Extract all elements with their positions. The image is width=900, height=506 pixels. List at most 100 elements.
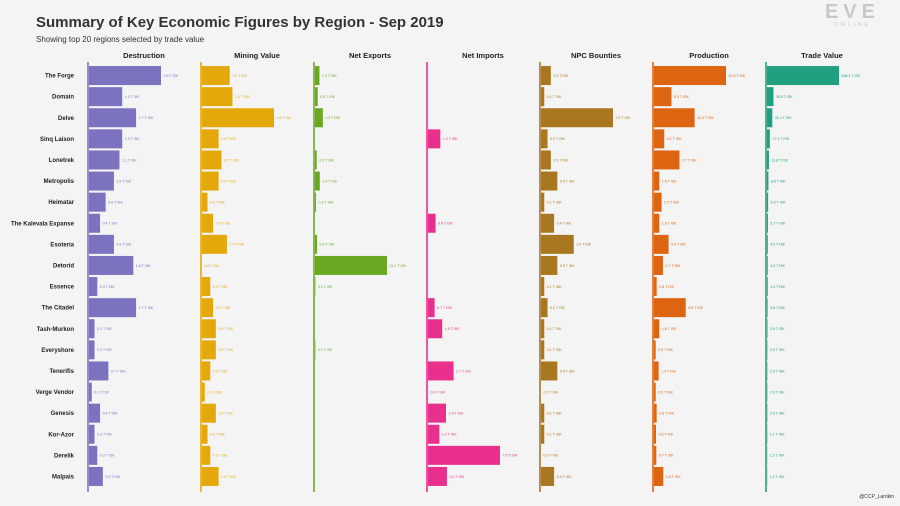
bar [767, 234, 768, 254]
data-label: 5.7 T ISK [770, 222, 785, 226]
data-label: 0.3 T ISK [319, 200, 334, 204]
bar [315, 192, 317, 212]
data-label: 2.0 T ISK [449, 475, 464, 479]
panel-title-mining-value: Mining Value [234, 51, 280, 60]
bar [89, 255, 134, 275]
bar [541, 171, 558, 191]
bar [654, 382, 656, 402]
data-label: 0.4 T ISK [557, 475, 572, 479]
data-label: 2.7 T ISK [665, 264, 680, 268]
bar [654, 277, 657, 297]
bar [767, 298, 768, 318]
data-label: 7.6 T ISK [503, 454, 518, 458]
data-label: 1.0 T ISK [576, 243, 591, 247]
region-label: Genesis [51, 411, 75, 417]
data-label: 0.8 T ISK [438, 222, 453, 226]
data-label: 0.4 T ISK [103, 222, 118, 226]
region-label: Everyshore [41, 348, 74, 354]
data-label: 0.8 T ISK [659, 285, 674, 289]
data-label: 0.5 T ISK [105, 475, 120, 479]
data-label: 0.9 T ISK [116, 243, 131, 247]
bar [202, 466, 219, 486]
bar [541, 403, 545, 423]
bar [202, 424, 208, 444]
panel-title-net-exports: Net Exports [349, 51, 391, 60]
bar [654, 403, 657, 423]
data-label: 17.3 T ISK [772, 137, 789, 141]
data-label: 0.3 T ISK [213, 454, 228, 458]
bar [541, 255, 558, 275]
data-label: 2.6 T ISK [164, 74, 179, 78]
data-label: 9.6 T ISK [688, 306, 703, 310]
data-label: 4.3 T ISK [770, 285, 785, 289]
data-label: 32.4 T ISK [775, 116, 792, 120]
data-label: 0.5 T ISK [658, 390, 673, 394]
bar [654, 129, 665, 149]
data-label: 7.7 T ISK [682, 158, 697, 162]
bar [315, 255, 387, 275]
data-label: 1.4 T ISK [322, 179, 337, 183]
data-label: 3.6 T ISK [770, 306, 785, 310]
bar [541, 213, 555, 233]
bar [89, 298, 137, 318]
data-label: 2.7 T ISK [456, 369, 471, 373]
data-label: 2.8 T ISK [666, 475, 681, 479]
region-label: Verge Vendor [36, 390, 75, 396]
bar [89, 361, 109, 381]
bar [541, 298, 548, 318]
bar [202, 403, 216, 423]
bar [654, 340, 656, 360]
bar [315, 66, 320, 86]
data-label: 0.0 T ISK [544, 454, 559, 458]
bar [541, 319, 545, 339]
bar [315, 150, 317, 170]
bar [541, 108, 613, 128]
region-label: The Citadel [42, 306, 75, 312]
data-label: 0.1 T ISK [547, 433, 562, 437]
data-label: 2.2 T ISK [616, 116, 631, 120]
data-label: 0.4 T ISK [216, 306, 231, 310]
bar [767, 213, 768, 233]
bar [654, 234, 669, 254]
bar [767, 277, 768, 297]
data-label: 0.7 T ISK [437, 306, 452, 310]
data-label: 1.1 T ISK [122, 158, 137, 162]
bar [428, 424, 440, 444]
data-label: 4.3 T ISK [770, 264, 785, 268]
bar [541, 466, 555, 486]
data-label: 1.9 T ISK [449, 411, 464, 415]
region-label: Tenerifis [49, 369, 74, 375]
data-label: 0.3 T ISK [213, 285, 228, 289]
data-label: 0.7 T ISK [659, 454, 674, 458]
data-label: 0.2 T ISK [97, 327, 112, 331]
data-label: 0.5 T ISK [218, 327, 233, 331]
bar [428, 403, 446, 423]
data-label: 1.6 T ISK [662, 179, 677, 183]
bar [89, 234, 114, 254]
data-label: 0.1 T ISK [94, 390, 109, 394]
bar [654, 298, 686, 318]
bar [541, 87, 545, 107]
bar [654, 87, 672, 107]
data-label: 0.2 T ISK [210, 433, 225, 437]
data-label: 1.3 T ISK [322, 74, 337, 78]
bar [89, 340, 95, 360]
bar [654, 466, 664, 486]
data-label: 4.4 T ISK [671, 243, 686, 247]
data-label: 1.2 T ISK [442, 433, 457, 437]
bar [541, 129, 548, 149]
data-label: 0.1 T ISK [547, 285, 562, 289]
data-label: 1.6 T ISK [136, 264, 151, 268]
region-label: Heimatar [48, 200, 74, 206]
data-label: 39.5 T ISK [776, 95, 793, 99]
data-label: 0.3 T ISK [553, 158, 568, 162]
bar [315, 87, 318, 107]
bar [767, 171, 769, 191]
data-label: 12.3 T ISK [697, 116, 714, 120]
bar [89, 424, 95, 444]
data-label: 2.2 T ISK [770, 348, 785, 352]
data-label: 1.7 T ISK [139, 116, 154, 120]
region-label: Essence [50, 285, 75, 291]
bar [654, 361, 659, 381]
data-label: 0.8 T ISK [320, 95, 335, 99]
